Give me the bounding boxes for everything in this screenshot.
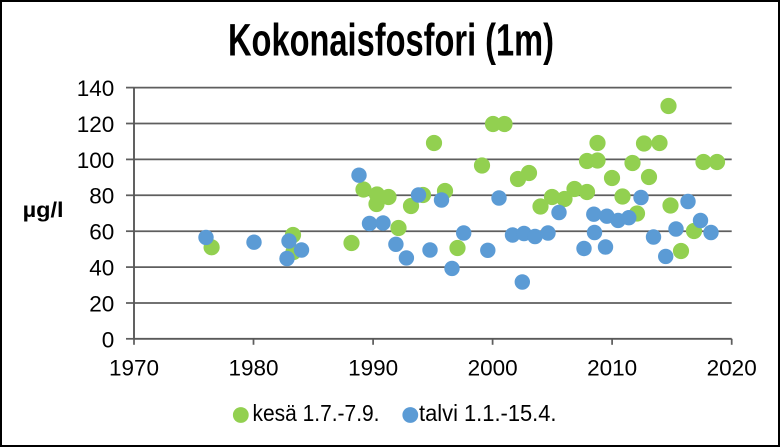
svg-text:Kokonaisfosfori (1m): Kokonaisfosfori (1m) bbox=[228, 15, 554, 66]
svg-text:1970: 1970 bbox=[109, 355, 159, 380]
svg-text:20: 20 bbox=[89, 291, 114, 316]
svg-text:talvi 1.1.-15.4.: talvi 1.1.-15.4. bbox=[419, 400, 557, 426]
svg-text:0: 0 bbox=[102, 327, 115, 352]
svg-text:80: 80 bbox=[89, 184, 114, 209]
svg-text:µg/l: µg/l bbox=[23, 198, 64, 222]
svg-text:1990: 1990 bbox=[348, 355, 398, 380]
svg-text:2000: 2000 bbox=[468, 355, 518, 380]
svg-text:40: 40 bbox=[89, 256, 114, 281]
svg-text:120: 120 bbox=[77, 112, 115, 137]
svg-text:100: 100 bbox=[77, 148, 115, 173]
svg-text:kesä 1.7.-7.9.: kesä 1.7.-7.9. bbox=[253, 400, 380, 426]
svg-text:140: 140 bbox=[77, 76, 115, 101]
svg-text:1980: 1980 bbox=[228, 355, 278, 380]
svg-text:60: 60 bbox=[89, 220, 114, 245]
svg-text:2010: 2010 bbox=[587, 355, 637, 380]
svg-text:2020: 2020 bbox=[707, 355, 757, 380]
